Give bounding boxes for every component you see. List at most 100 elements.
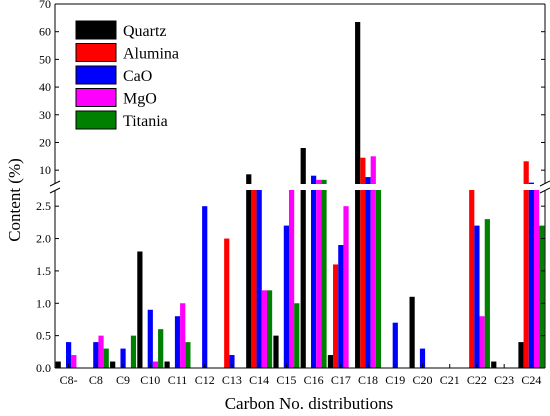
bar-mgo-c18-upper <box>370 156 376 184</box>
bar-titania-c14 <box>266 290 273 368</box>
x-tick-label: C10 <box>140 373 160 387</box>
bar-cao-c18-lower <box>365 190 371 368</box>
bar-mgo-c16-lower <box>316 190 322 368</box>
bar-mgo-c10 <box>152 361 159 368</box>
legend-swatch-titania <box>75 110 117 130</box>
bar-cao-c17 <box>338 245 344 368</box>
y-tick-label: 60 <box>39 25 51 39</box>
bar-alumina-c24-lower <box>523 190 529 368</box>
bar-alumina-c18-upper <box>360 157 366 184</box>
bar-cao-c20 <box>419 348 426 368</box>
bar-mgo-c8- <box>71 355 77 368</box>
x-tick-label: C22 <box>467 373 487 387</box>
bar-cao-c12 <box>202 206 208 368</box>
plot-frame <box>54 3 546 369</box>
bar-titania-c16-upper <box>321 179 327 184</box>
bar-cao-c16-lower <box>311 190 317 368</box>
legend-swatch-mgo <box>75 88 117 107</box>
y-tick-label: 1.0 <box>36 296 51 310</box>
x-tick-label: C14 <box>249 373 269 387</box>
x-tick-label: C19 <box>385 373 405 387</box>
y-tick-label: 0.0 <box>36 361 51 375</box>
bar-quartz-c23 <box>491 361 497 368</box>
x-tick-label: C23 <box>494 373 514 387</box>
bar-alumina-c24-upper <box>523 161 529 184</box>
bar-mgo-c8 <box>98 335 104 368</box>
legend: Quartz Alumina CaO MgO Titania <box>75 20 179 130</box>
legend-swatch-alumina <box>75 43 117 62</box>
y-tick-label: 70 <box>39 0 51 11</box>
y-tick-label: 50 <box>39 52 51 66</box>
bar-quartz-c9 <box>110 361 116 368</box>
bar-cao-c10 <box>147 309 153 368</box>
x-tick-label: C21 <box>440 373 460 387</box>
y-tick-label: 0.5 <box>36 329 51 343</box>
bar-titania-c11 <box>185 342 191 368</box>
x-tick-label: C17 <box>331 373 351 387</box>
bar-cao-c14-lower <box>256 190 262 368</box>
bar-mgo-c15-lower <box>288 190 295 368</box>
break-mark-right-upper <box>539 180 550 187</box>
bars-upper-segment <box>246 22 534 184</box>
bar-mgo-c24-lower <box>533 190 540 368</box>
bar-cao-c18-upper <box>365 177 371 184</box>
legend-label-alumina: Alumina <box>123 46 179 63</box>
bar-alumina-c13 <box>224 238 230 368</box>
bar-alumina-c22-lower <box>469 190 475 368</box>
bar-alumina-c14-lower <box>251 190 257 368</box>
bar-quartz-c10 <box>137 251 143 368</box>
x-tick-label: C8- <box>60 373 78 387</box>
y-tick-label: 40 <box>39 80 51 94</box>
bar-cao-c13 <box>229 355 235 368</box>
bar-mgo-c18-lower <box>370 190 376 368</box>
y-tick-label: 1.5 <box>36 264 51 278</box>
bar-quartz-c16-upper <box>300 148 306 184</box>
bar-cao-c24-lower <box>528 190 534 368</box>
bar-quartz-c15 <box>273 335 279 368</box>
y-axis-title: Content (%) <box>5 158 24 242</box>
bar-cao-c8- <box>66 342 72 368</box>
bar-titania-c16-lower <box>321 190 327 368</box>
bar-quartz-c18-lower <box>355 190 361 368</box>
y-tick-label: 30 <box>39 108 51 122</box>
x-tick-label: C12 <box>195 373 215 387</box>
x-tick-label: C24 <box>521 373 541 387</box>
legend-label-quartz: Quartz <box>123 23 167 40</box>
bar-mgo-c14 <box>261 290 267 368</box>
legend-swatch-cao <box>75 65 117 85</box>
bar-quartz-c8- <box>55 361 61 368</box>
bar-cao-c24-upper <box>528 182 534 184</box>
bar-cao-c9 <box>120 348 126 368</box>
y-tick-label: 2.5 <box>36 199 51 213</box>
break-mark-left-upper <box>49 180 61 187</box>
y-tick-label: 2.0 <box>36 232 51 246</box>
bar-quartz-c11 <box>164 361 170 368</box>
bar-mgo-c22 <box>479 316 485 368</box>
x-tick-label: C8 <box>89 373 103 387</box>
bar-quartz-c14-upper <box>246 174 252 184</box>
x-tick-label: C15 <box>276 373 296 387</box>
legend-label-cao: CaO <box>123 68 152 85</box>
bar-cao-c19 <box>392 322 398 368</box>
bar-titania-c22 <box>484 219 490 368</box>
x-tick-label: C11 <box>168 373 188 387</box>
bar-cao-c8 <box>93 342 99 368</box>
x-axis-title: Carbon No. distributions <box>225 394 394 413</box>
y-tick-label: 20 <box>39 135 51 149</box>
bar-quartz-c16-lower <box>300 190 306 368</box>
bar-cao-c15 <box>283 225 289 368</box>
x-tick-label: C16 <box>304 373 324 387</box>
bar-cao-c11 <box>174 316 181 368</box>
bar-quartz-c24 <box>518 342 524 368</box>
bars-lower-segment <box>55 190 545 368</box>
legend-swatch-quartz <box>75 20 117 40</box>
x-tick-label: C18 <box>358 373 378 387</box>
bar-titania-c24 <box>539 225 545 368</box>
bar-quartz-c20 <box>409 296 415 368</box>
legend-label-mgo: MgO <box>123 91 157 108</box>
bar-mgo-c11 <box>180 303 186 368</box>
bar-cao-c16-upper <box>311 175 317 184</box>
bar-cao-c22 <box>474 225 480 368</box>
bar-mgo-c17 <box>343 206 349 368</box>
